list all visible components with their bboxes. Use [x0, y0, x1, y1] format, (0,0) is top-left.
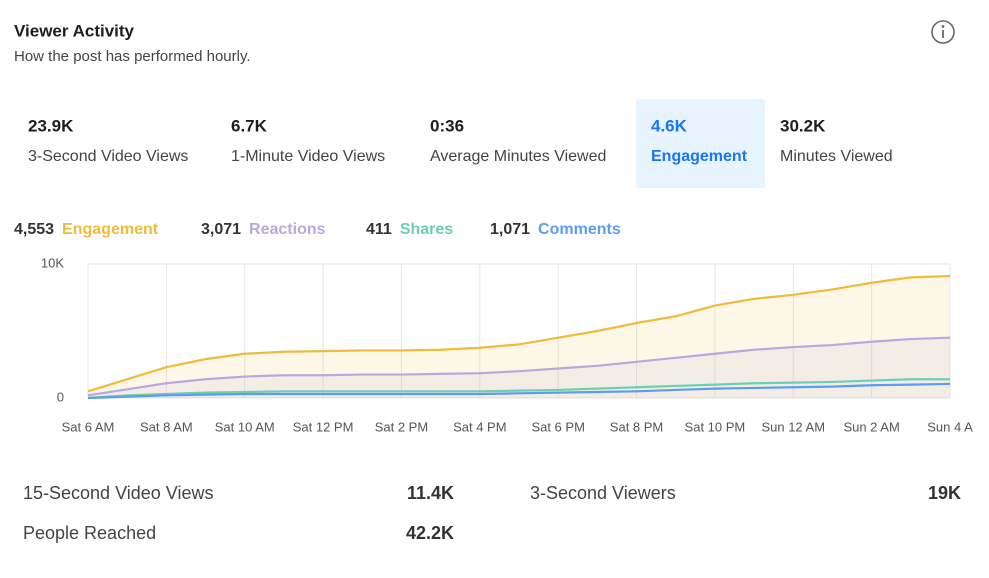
x-tick-label: Sat 2 PM — [375, 419, 428, 434]
stat-label: 3-Second Viewers — [530, 483, 676, 503]
stat-label: People Reached — [23, 523, 156, 543]
tab-value[interactable]: 0:36 — [430, 116, 464, 135]
tab-value[interactable]: 30.2K — [780, 116, 826, 135]
tab-value[interactable]: 6.7K — [231, 116, 268, 135]
series-line — [87, 378, 950, 400]
x-tick-label: Sat 8 AM — [140, 419, 193, 434]
tab-label[interactable]: 3-Second Video Views — [28, 148, 188, 165]
info-circle — [931, 20, 955, 44]
info-icon[interactable] — [931, 20, 955, 44]
y-tick-label: 0 — [57, 389, 64, 404]
x-tick-label: Sat 8 PM — [610, 419, 663, 434]
series-area — [88, 276, 950, 398]
tab-value[interactable]: 23.9K — [28, 116, 74, 135]
tab-value[interactable]: 4.6K — [651, 116, 688, 135]
series-line — [87, 382, 951, 400]
x-tick-label: Sun 2 AM — [843, 419, 899, 434]
series-line — [87, 336, 951, 397]
series-line — [87, 274, 951, 393]
x-tick-label: Sun 4 A — [927, 419, 973, 434]
x-tick-label: Sat 4 PM — [453, 419, 506, 434]
legend-name: Reactions — [249, 221, 326, 238]
legend-total: 1,071 — [490, 221, 530, 238]
legend-name: Engagement — [62, 221, 159, 238]
tab-label[interactable]: Average Minutes Viewed — [430, 148, 606, 165]
tab-label[interactable]: Minutes Viewed — [780, 148, 893, 165]
info-dot — [941, 25, 945, 28]
x-tick-label: Sun 12 AM — [761, 419, 825, 434]
legend-total: 3,071 — [201, 221, 241, 238]
tab-label[interactable]: 1-Minute Video Views — [231, 148, 385, 165]
x-tick-label: Sat 10 AM — [215, 419, 275, 434]
y-tick-label: 10K — [41, 255, 64, 270]
x-tick-label: Sat 10 PM — [685, 419, 746, 434]
stat-value: 11.4K — [407, 483, 454, 503]
x-tick-label: Sat 6 PM — [531, 419, 584, 434]
legend-total: 411 — [366, 221, 392, 238]
stat-value: 19K — [928, 483, 961, 503]
title: Viewer Activity — [14, 21, 135, 40]
x-tick-label: Sat 6 AM — [62, 419, 115, 434]
tab-label[interactable]: Engagement — [651, 148, 748, 165]
legend-name: Comments — [538, 221, 621, 238]
stat-value: 42.2K — [406, 523, 454, 543]
legend-name: Shares — [400, 221, 453, 238]
legend-total: 4,553 — [14, 221, 54, 238]
stat-label: 15-Second Video Views — [23, 483, 213, 503]
tab-highlight — [636, 99, 765, 188]
x-tick-label: Sat 12 PM — [293, 419, 354, 434]
subtitle: How the post has performed hourly. — [14, 48, 251, 65]
